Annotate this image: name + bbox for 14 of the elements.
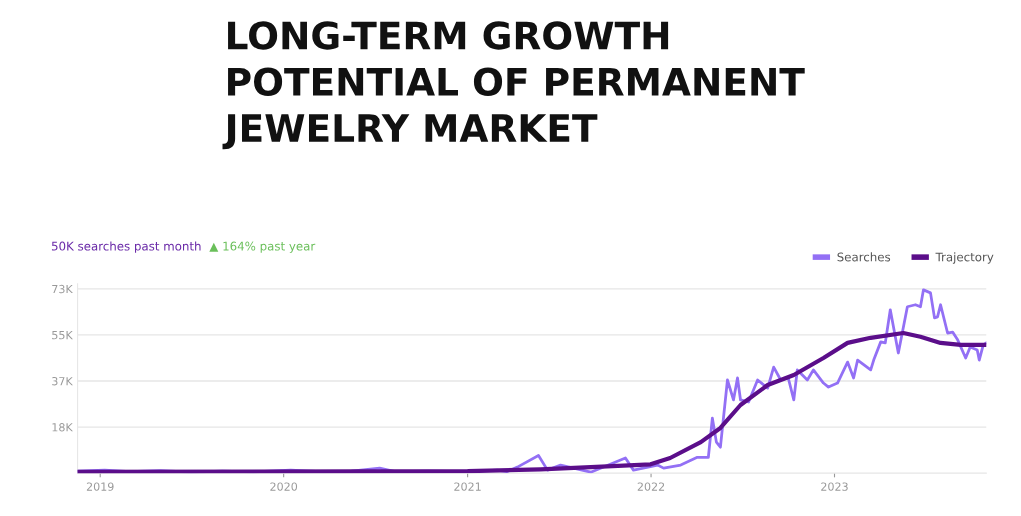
chart-title: LONG-TERM GROWTH POTENTIAL OF PERMANENT JEWELRY MARKET — [222, 21, 805, 150]
y-tick-label: 55K — [52, 331, 73, 340]
x-tick-label: 2019 — [86, 482, 114, 491]
y-tick-label: 18K — [52, 423, 73, 432]
text: ▲ 164% past year — [209, 241, 316, 253]
x-tick-label: 2023 — [821, 482, 848, 491]
y-tick-label: 37K — [52, 376, 73, 386]
x-tick-label: 2021 — [454, 482, 481, 491]
x-tick-label: 2020 — [270, 482, 298, 491]
x-tick-label: 2022 — [637, 482, 665, 491]
legend-label: Searches — [837, 252, 891, 262]
text: 50K searches past month — [51, 241, 201, 253]
y-tick-label: 73K — [52, 284, 73, 294]
legend-label: Trajectory — [935, 252, 994, 264]
